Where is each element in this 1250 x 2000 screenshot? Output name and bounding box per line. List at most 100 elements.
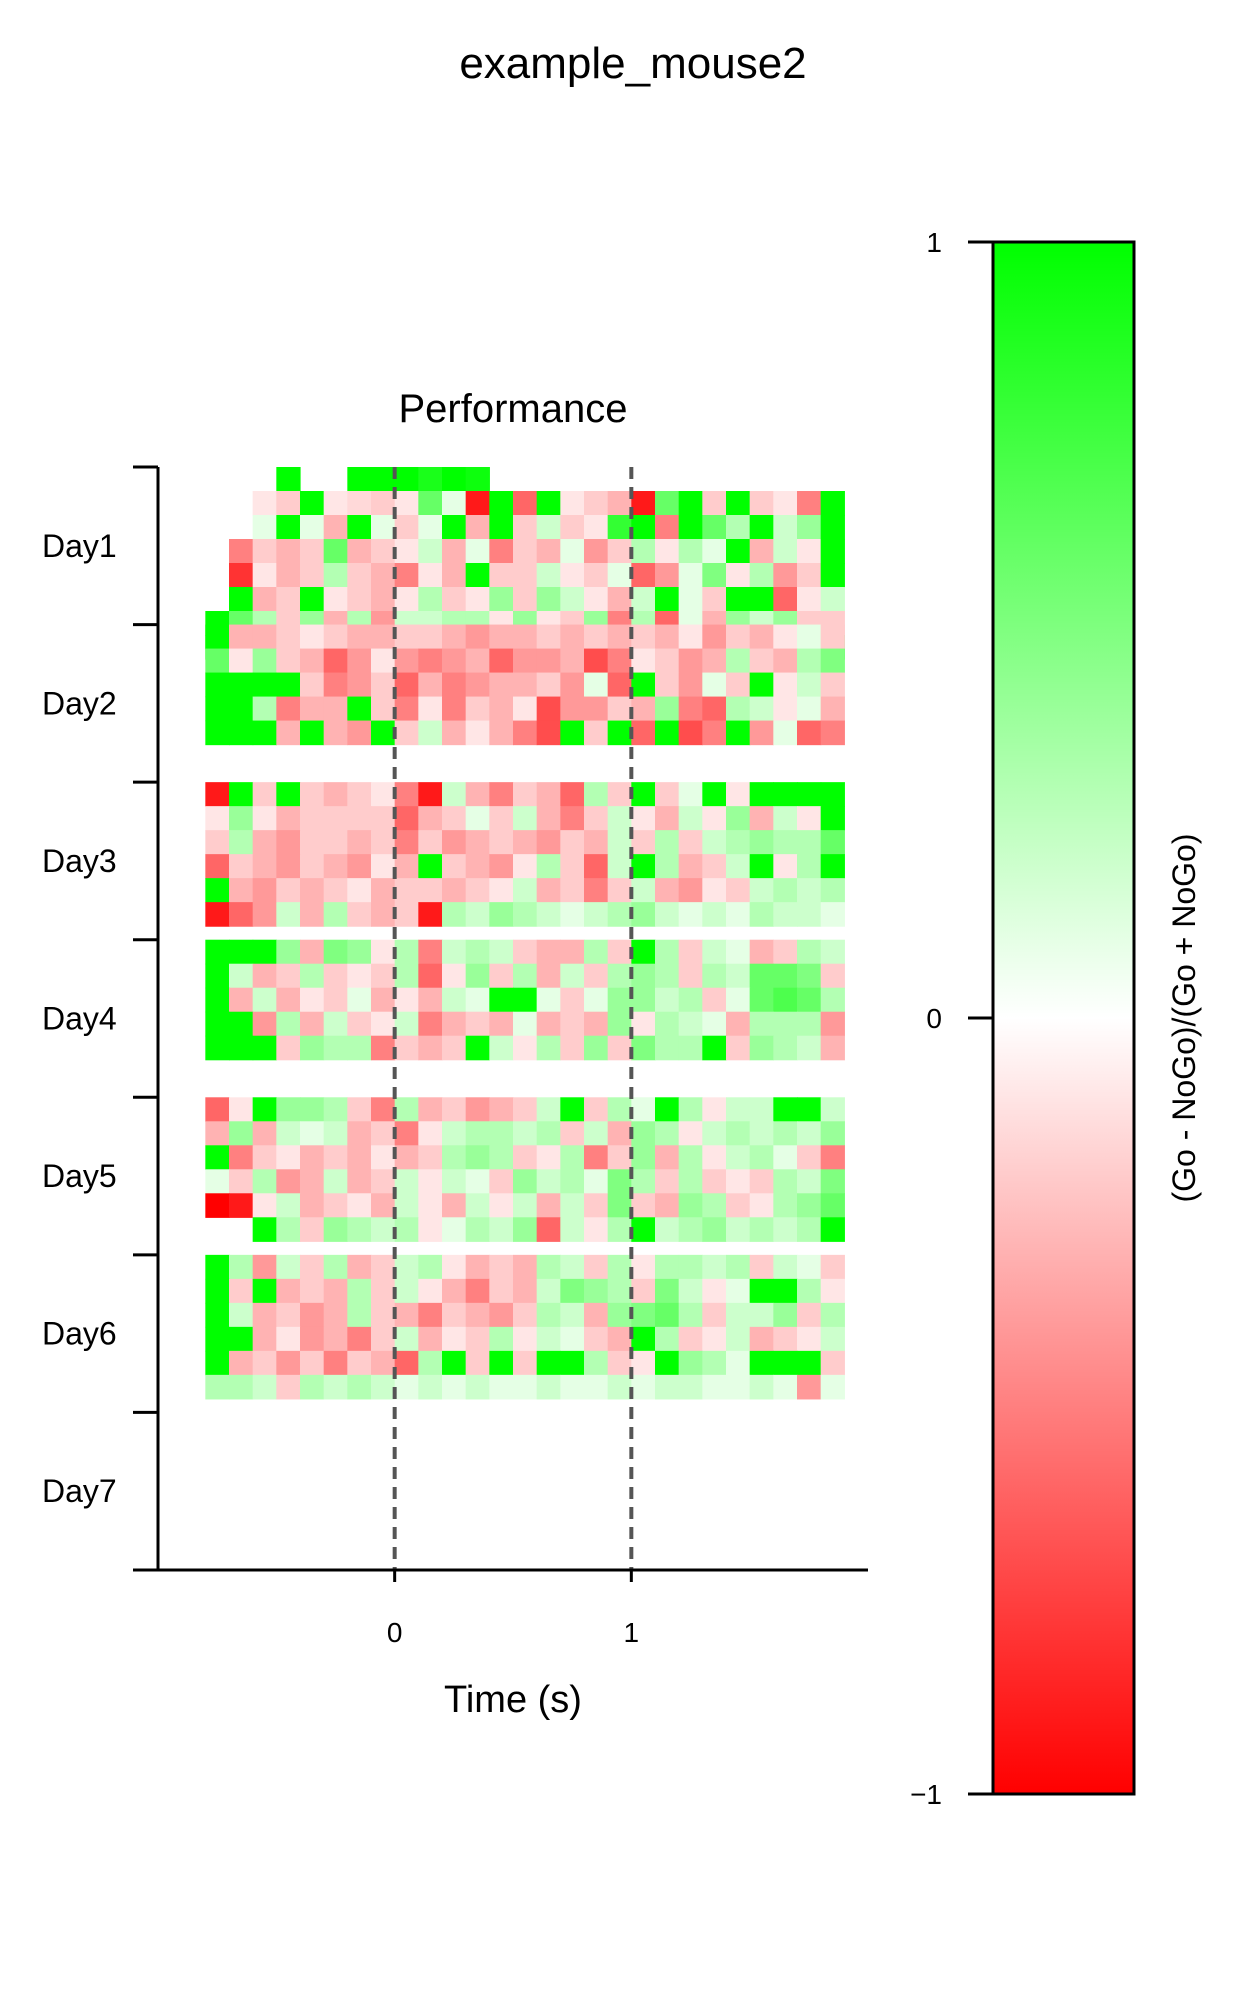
heatmap-cell [678,720,703,746]
heatmap-cell [560,539,585,564]
heatmap-cell [584,1193,609,1218]
heatmap-cell [584,624,609,650]
heatmap-cell [560,1011,585,1037]
heatmap-cell [607,806,632,831]
heatmap-cell [726,878,751,903]
x-tick-label: 0 [387,1617,403,1648]
heatmap-cell [631,672,656,698]
y-tick-label: Day5 [42,1158,117,1194]
heatmap-cell [820,1145,845,1170]
heatmap-cell [773,1121,798,1146]
heatmap-cell [394,830,419,855]
heatmap-cell [394,939,419,965]
heatmap-cell [702,1169,727,1194]
heatmap-cell [678,854,703,879]
heatmap-cell [489,1374,514,1400]
heatmap-cell [300,1326,325,1352]
heatmap-cell [394,1350,419,1376]
heatmap-cell [749,539,774,564]
heatmap-cell [726,648,751,674]
heatmap-cell [252,1374,277,1400]
heatmap-cell [371,806,396,831]
heatmap-cell [773,1326,798,1352]
heatmap-cell [276,939,301,965]
heatmap-cell [347,1097,372,1122]
heatmap-cell [229,1254,254,1280]
heatmap-cell [442,515,467,540]
heatmap-cell [773,491,798,516]
heatmap-cell [347,515,372,540]
heatmap-cell [489,539,514,564]
heatmap-cell [489,1350,514,1376]
heatmap-cell [513,563,538,588]
heatmap-cell [560,1169,585,1194]
reference-lines [392,467,634,1570]
heatmap-cell [489,696,514,722]
heatmap-cell [584,878,609,903]
heatmap-cell [300,902,325,927]
heatmap-cell [536,1145,561,1170]
heatmap-cell [702,624,727,650]
heatmap-cell [347,987,372,1013]
heatmap-cell [655,720,680,746]
heatmap-cell [797,491,822,516]
heatmap-cell [773,1035,798,1061]
heatmap-cell [229,963,254,989]
heatmap-cell [371,1254,396,1280]
heatmap-cell [323,1169,348,1194]
heatmap-cell [536,1121,561,1146]
heatmap-cell [229,648,254,674]
heatmap-cell [678,624,703,650]
heatmap-cell [536,806,561,831]
heatmap-cell [252,648,277,674]
heatmap-cell [323,1121,348,1146]
heatmap-cell [702,648,727,674]
heatmap-cell [465,1350,490,1376]
heatmap-cell [323,1097,348,1122]
heatmap-cell [489,1278,514,1304]
heatmap-cell [489,1217,514,1242]
heatmap-cell [489,782,514,807]
heatmap-cell [584,782,609,807]
heatmap-cell [442,1326,467,1352]
heatmap-cell [513,1193,538,1218]
heatmap-cell [371,563,396,588]
chart-title: Performance [399,387,628,431]
heatmap-cell [229,987,254,1013]
heatmap-cell [371,1011,396,1037]
heatmap-cell [513,1169,538,1194]
heatmap-cell [631,515,656,540]
heatmap-cell [489,648,514,674]
heatmap-cell [300,1035,325,1061]
heatmap-cell [820,1374,845,1400]
heatmap-cell [536,854,561,879]
heatmap-cell [678,902,703,927]
x-axis-label: Time (s) [444,1679,582,1721]
heatmap-cell [820,1350,845,1376]
heatmap-cell [584,1011,609,1037]
heatmap-cell [702,563,727,588]
heatmap-cell [726,1193,751,1218]
heatmap-cell [252,539,277,564]
heatmap-cell [655,587,680,612]
heatmap-cell [749,902,774,927]
heatmap-cell [584,854,609,879]
heatmap-cell [655,1217,680,1242]
heatmap-cell [513,491,538,516]
heatmap-cell [607,1350,632,1376]
heatmap-cell [536,987,561,1013]
heatmap-cell [252,1350,277,1376]
heatmap-cell [442,806,467,831]
heatmap-cell [371,1145,396,1170]
heatmap-cell [323,696,348,722]
heatmap-cell [418,563,443,588]
heatmap-cell [584,1302,609,1328]
heatmap-cell [726,1145,751,1170]
heatmap-cell [205,806,230,831]
heatmap-cell [702,1278,727,1304]
heatmap-cell [773,939,798,965]
heatmap-cell [560,1217,585,1242]
heatmap-cell [394,539,419,564]
heatmap-cell [394,1326,419,1352]
